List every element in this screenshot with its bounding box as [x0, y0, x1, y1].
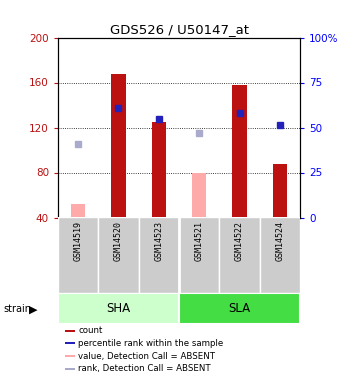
Text: strain: strain	[3, 304, 31, 314]
Bar	[192, 172, 206, 217]
Text: GSM14520: GSM14520	[114, 221, 123, 261]
Bar	[233, 85, 247, 218]
Bar	[260, 217, 300, 292]
Text: GSM14524: GSM14524	[276, 221, 284, 261]
Bar	[58, 217, 98, 292]
Bar	[112, 74, 125, 217]
Bar	[273, 164, 287, 218]
Text: value, Detection Call = ABSENT: value, Detection Call = ABSENT	[78, 351, 215, 360]
Text: SLA: SLA	[228, 302, 251, 315]
Bar	[65, 368, 75, 370]
Text: ▶: ▶	[29, 304, 38, 314]
Bar	[65, 355, 75, 357]
Text: SHA: SHA	[106, 302, 131, 315]
Text: GSM14523: GSM14523	[154, 221, 163, 261]
Text: GSM14521: GSM14521	[195, 221, 204, 261]
Bar	[139, 217, 179, 292]
Bar	[152, 122, 166, 218]
Bar	[65, 342, 75, 345]
Bar	[58, 292, 179, 324]
Text: count: count	[78, 326, 102, 335]
Bar	[71, 204, 85, 218]
Bar	[179, 217, 219, 292]
Text: rank, Detection Call = ABSENT: rank, Detection Call = ABSENT	[78, 364, 211, 373]
Text: GSM14519: GSM14519	[74, 221, 83, 261]
Bar	[98, 217, 139, 292]
Text: GSM14522: GSM14522	[235, 221, 244, 261]
Bar	[219, 217, 260, 292]
Text: percentile rank within the sample: percentile rank within the sample	[78, 339, 223, 348]
Bar	[179, 292, 300, 324]
Title: GDS526 / U50147_at: GDS526 / U50147_at	[109, 23, 249, 36]
Bar	[65, 330, 75, 332]
